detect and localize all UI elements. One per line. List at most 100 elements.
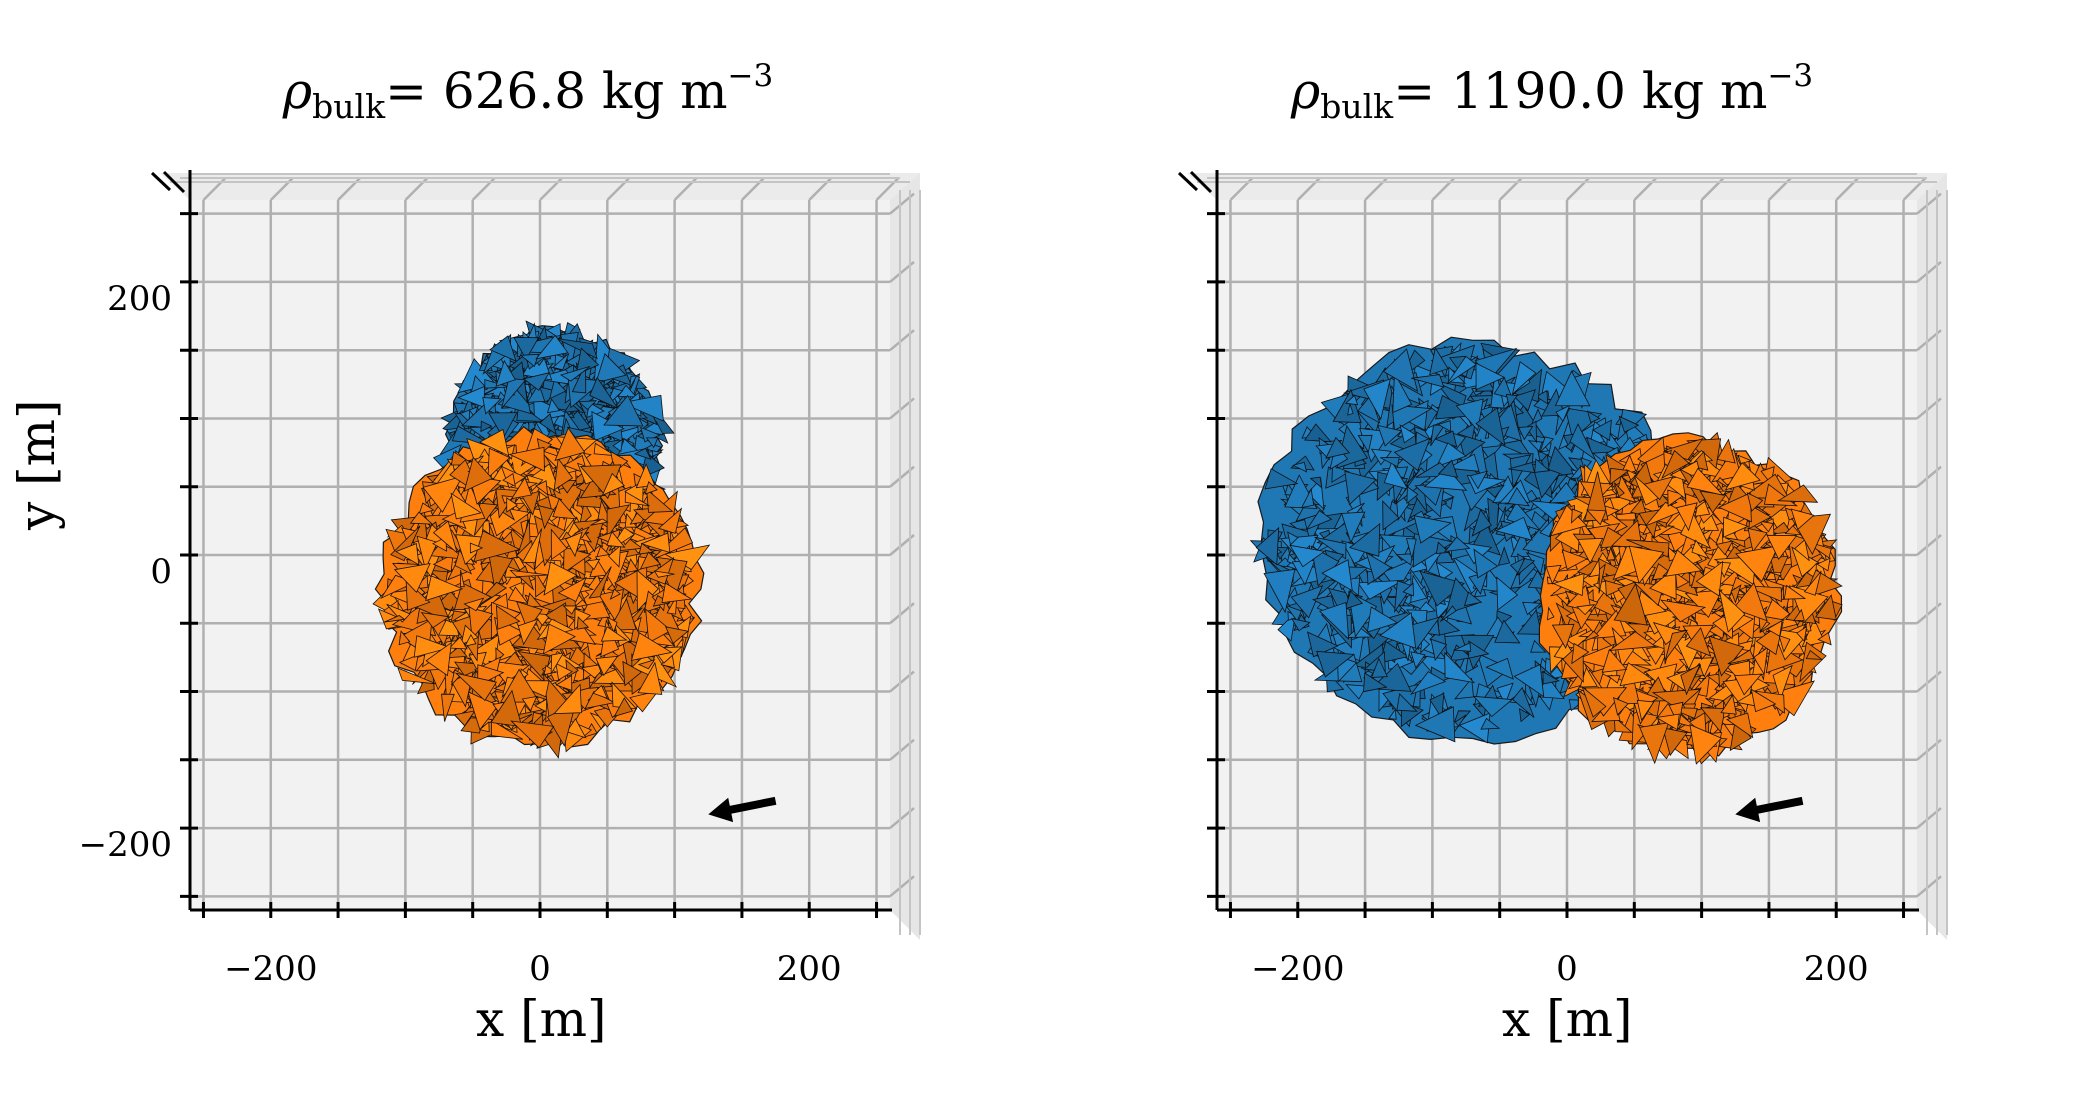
blob-facet xyxy=(1383,460,1409,490)
blob-facet xyxy=(1434,430,1458,448)
blob-facet xyxy=(1469,470,1489,490)
blob-facet xyxy=(1309,476,1323,489)
blob-facet xyxy=(432,553,454,573)
blob-facet xyxy=(1380,457,1400,468)
blob-facet xyxy=(1778,634,1791,653)
blob-facet xyxy=(665,626,690,645)
blob-facet xyxy=(593,442,616,457)
blob-facet xyxy=(645,437,659,449)
blob-facet xyxy=(1664,629,1688,661)
blob-facet xyxy=(1700,707,1726,733)
blob-facet xyxy=(1457,433,1486,458)
blob-facet xyxy=(1606,675,1621,684)
blob-facet xyxy=(384,615,406,623)
blob-facet xyxy=(1793,608,1805,622)
blob-facet xyxy=(1716,438,1736,464)
blob-facet xyxy=(645,608,672,644)
blob-facet xyxy=(1496,682,1514,706)
blob-facet xyxy=(607,544,622,568)
blob-facet xyxy=(1263,568,1296,614)
blob-facet xyxy=(1571,642,1590,665)
pane-side-wall xyxy=(1917,173,1947,940)
panel-left-title: ρbulk= 626.8 kg m−3 xyxy=(148,58,908,126)
blob-facet xyxy=(555,674,573,691)
blob-facet xyxy=(453,661,481,683)
blob-facet xyxy=(539,413,557,436)
blob-facet xyxy=(1746,492,1764,512)
panel-left-title-subscript: bulk xyxy=(312,87,386,126)
blob-facet xyxy=(1480,717,1501,730)
blob-facet xyxy=(1325,436,1351,459)
blob-facet xyxy=(491,719,524,740)
blob-facet xyxy=(1485,484,1505,498)
blob-facet xyxy=(1790,508,1815,531)
blob-facet xyxy=(1613,582,1648,626)
blob-facet xyxy=(1511,361,1537,396)
panel-left-ylabel: y [m] xyxy=(8,399,66,530)
blob-facet xyxy=(1539,436,1555,453)
blob-facet xyxy=(542,623,576,655)
blob-facet xyxy=(1284,604,1302,622)
blob-facet xyxy=(1580,457,1593,471)
blob-facet xyxy=(1554,370,1591,407)
blob-facet xyxy=(1735,545,1779,583)
blob-facet xyxy=(386,603,411,623)
blob-facet xyxy=(1363,378,1391,421)
blob-facet xyxy=(646,556,675,585)
blob-facet xyxy=(482,397,502,415)
blob-facet xyxy=(653,570,675,578)
blob-facet xyxy=(495,359,516,387)
blob-facet xyxy=(1675,502,1698,532)
blob-facet xyxy=(1724,537,1746,548)
blob-facet xyxy=(620,394,664,422)
blob-facet xyxy=(592,684,609,700)
y-tick-label: 200 xyxy=(107,279,172,319)
blob-facet xyxy=(1290,618,1311,632)
corner-tick xyxy=(162,170,186,194)
blob-facet xyxy=(478,721,490,733)
blob-facet xyxy=(432,520,458,554)
blob-facet xyxy=(1357,579,1404,600)
blob-facet xyxy=(646,488,674,513)
blob-facet xyxy=(448,636,468,650)
blob-facet xyxy=(553,683,582,715)
blob-facet xyxy=(1496,576,1519,611)
blob-facet xyxy=(1614,482,1625,498)
blob-facet xyxy=(506,497,519,513)
blob-facet xyxy=(554,427,586,461)
blob-facet xyxy=(1613,715,1633,733)
blob-facet xyxy=(1605,580,1629,597)
blob-facet xyxy=(609,588,621,600)
blob-facet xyxy=(595,353,627,384)
blob-facet xyxy=(1783,584,1807,600)
x-tick-label: −200 xyxy=(1251,949,1344,989)
blob-facet xyxy=(1805,649,1824,660)
blob-facet xyxy=(1444,651,1476,684)
direction-arrow-head xyxy=(1735,797,1761,823)
blob-facet xyxy=(1429,346,1449,376)
blob-facet xyxy=(1435,561,1454,582)
blob-facet xyxy=(1304,423,1332,443)
blob-facet xyxy=(1530,408,1543,426)
blob-facet xyxy=(464,633,477,647)
x-tick-label: 200 xyxy=(777,949,842,989)
blob-facet xyxy=(578,400,598,410)
blob-facet xyxy=(441,693,455,722)
direction-arrow-head xyxy=(708,797,734,823)
blob-facet xyxy=(1586,410,1601,424)
blob-facet xyxy=(1507,487,1530,507)
blob-facet xyxy=(575,347,600,376)
blob-facet xyxy=(1618,415,1640,433)
blob-facet xyxy=(589,376,619,410)
blob-facet xyxy=(657,507,683,534)
blob-facet xyxy=(595,655,619,677)
blob-facet xyxy=(1518,426,1534,441)
panel-right: −200 0 200 xyxy=(1177,170,1948,989)
blob-facet xyxy=(1651,688,1702,710)
blob-facet xyxy=(409,511,434,525)
blob-facet xyxy=(534,569,547,598)
blob-facet xyxy=(637,661,663,695)
blob-facet xyxy=(1661,450,1690,480)
blob-facet xyxy=(1439,605,1457,622)
blob-facet xyxy=(1552,572,1585,597)
